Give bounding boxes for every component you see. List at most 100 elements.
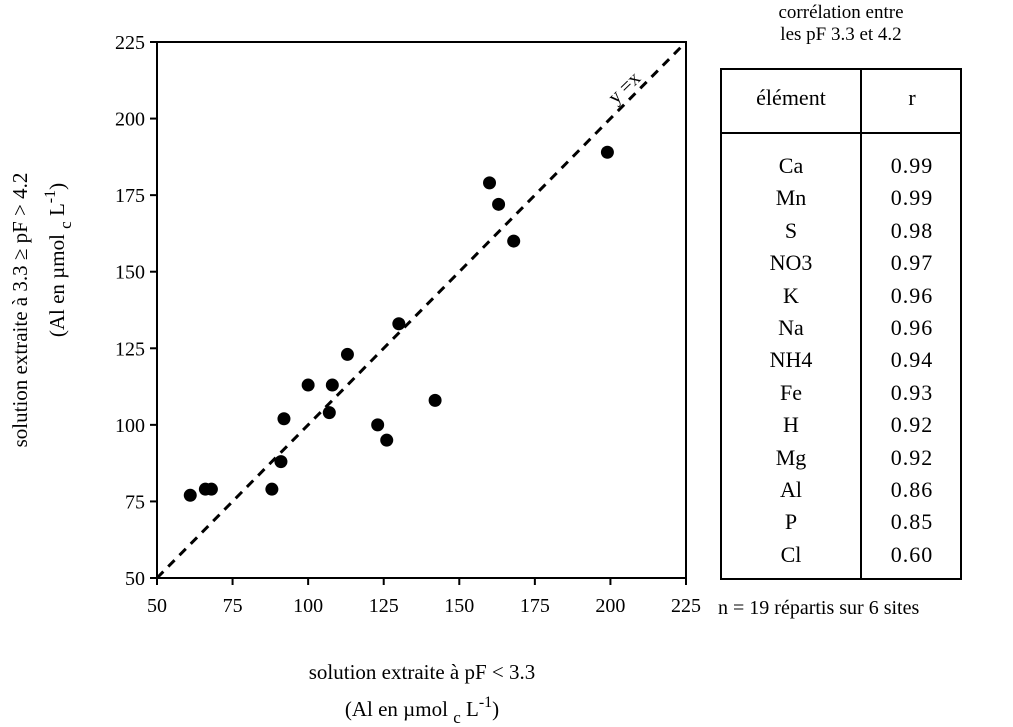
column-divider	[860, 70, 862, 578]
cell-element: K	[783, 282, 799, 308]
cell-r: 0.94	[890, 347, 934, 373]
data-point	[322, 406, 336, 420]
table-row: Fe 0.93	[722, 377, 960, 409]
cell-element: H	[783, 412, 799, 438]
reference-line-y-equals-x	[155, 40, 688, 580]
cell-element: S	[784, 217, 798, 243]
reference-line-label: y =x	[604, 67, 645, 108]
axis-unit-part: c	[56, 221, 75, 229]
data-point	[483, 176, 497, 190]
x-axis-label: solution extraite à pF < 3.3	[309, 660, 535, 684]
y-tick-label: 50	[125, 568, 145, 590]
table-row: NH4 0.94	[722, 344, 960, 376]
y-tick-label: 200	[115, 109, 145, 131]
y-tick-label: 150	[115, 262, 145, 284]
y-tick-label: 100	[115, 415, 145, 437]
axis-unit-part: )	[492, 697, 499, 721]
cell-element: NO3	[769, 250, 813, 276]
data-point	[325, 378, 339, 392]
data-point	[204, 482, 218, 496]
table-title-line2: les pF 3.3 et 4.2	[780, 24, 902, 45]
cell-element: Al	[780, 476, 802, 502]
cell-r: 0.97	[890, 250, 934, 276]
axis-unit-part: (Al en µmol	[45, 229, 69, 337]
cell-r: 0.96	[890, 314, 934, 340]
data-point	[340, 347, 354, 361]
x-tick-label: 175	[520, 595, 550, 617]
table-row: Cl 0.60	[722, 539, 960, 571]
axis-unit-part: (Al en µmol	[345, 697, 453, 721]
axis-unit-part: L	[461, 697, 479, 721]
y-tick-label: 175	[115, 185, 145, 207]
cell-r: 0.98	[890, 217, 934, 243]
table-row: K 0.96	[722, 280, 960, 312]
x-tick-label: 75	[223, 595, 243, 617]
cell-element: Na	[778, 314, 804, 340]
axis-unit-part: )	[45, 183, 69, 190]
data-point	[492, 197, 506, 211]
table-body: Ca 0.99 Mn 0.99 S 0.98 NO3 0.97 K 0.96 Na 0.96 NH4 0.…	[722, 150, 960, 571]
axis-unit-part: L	[45, 203, 69, 221]
cell-r: 0.92	[890, 444, 934, 470]
cell-element: Mn	[775, 185, 807, 211]
data-point	[392, 317, 406, 331]
sample-footnote: n = 19 répartis sur 6 sites	[718, 597, 920, 619]
y-tick-label: 225	[115, 32, 145, 54]
axis-unit-part: c	[453, 708, 461, 727]
cell-r: 0.85	[890, 509, 934, 535]
table-row: P 0.85	[722, 506, 960, 538]
cell-r: 0.93	[890, 379, 934, 405]
x-axis-unit: (Al en µmol c L-1)	[345, 694, 499, 727]
table-row: Na 0.96	[722, 312, 960, 344]
y-tick-label: 75	[125, 491, 145, 513]
table-row: Ca 0.99	[722, 150, 960, 182]
cell-element: Cl	[780, 541, 802, 567]
cell-element: Mg	[775, 444, 807, 470]
cell-r: 0.86	[890, 476, 934, 502]
data-point	[265, 482, 279, 496]
table-row: Mg 0.92	[722, 442, 960, 474]
x-tick-label: 50	[147, 595, 167, 617]
x-tick-label: 200	[595, 595, 625, 617]
y-axis-label: solution extraite à 3.3 ≥ pF > 4.2	[8, 173, 32, 448]
data-point	[380, 433, 394, 447]
table-title-line1: corrélation entre	[778, 2, 904, 23]
axis-unit-part: -1	[42, 190, 59, 203]
cell-r: 0.99	[890, 153, 934, 178]
table-row: Al 0.86	[722, 474, 960, 506]
table-title: corrélation entre les pF 3.3 et 4.2	[720, 2, 962, 46]
cell-r: 0.96	[890, 282, 934, 308]
y-tick-label: 125	[115, 338, 145, 360]
x-tick-label: 125	[369, 595, 399, 617]
table-header-row: élément r	[722, 70, 960, 134]
cell-element: Ca	[778, 153, 804, 178]
data-point	[428, 393, 442, 407]
x-tick-label: 225	[671, 595, 701, 617]
cell-element: NH4	[769, 347, 813, 373]
cell-element: Fe	[780, 379, 802, 405]
data-point	[301, 378, 315, 392]
cell-r: 0.60	[890, 541, 934, 567]
header-element: élément	[756, 85, 826, 110]
data-point	[277, 412, 291, 426]
table-row: Mn 0.99	[722, 182, 960, 214]
data-point	[183, 488, 197, 502]
data-point	[274, 455, 288, 469]
cell-element: P	[784, 509, 798, 535]
correlation-table: élément r Ca 0.99 Mn 0.99 S 0.98 NO3 0.97 K 0.96 N…	[720, 68, 962, 580]
cell-r: 0.99	[890, 185, 934, 211]
x-tick-label: 150	[444, 595, 474, 617]
table-row: H 0.92	[722, 409, 960, 441]
data-point	[371, 418, 385, 432]
axis-unit-part: -1	[479, 694, 492, 711]
y-axis-unit: (Al en µmol c L-1)	[42, 183, 75, 337]
plot-frame	[156, 41, 687, 579]
table-row: NO3 0.97	[722, 247, 960, 279]
header-r: r	[908, 85, 916, 110]
table-row: S 0.98	[722, 215, 960, 247]
cell-r: 0.92	[890, 412, 934, 438]
data-point	[600, 145, 614, 159]
data-point	[507, 234, 521, 248]
x-tick-label: 100	[293, 595, 323, 617]
